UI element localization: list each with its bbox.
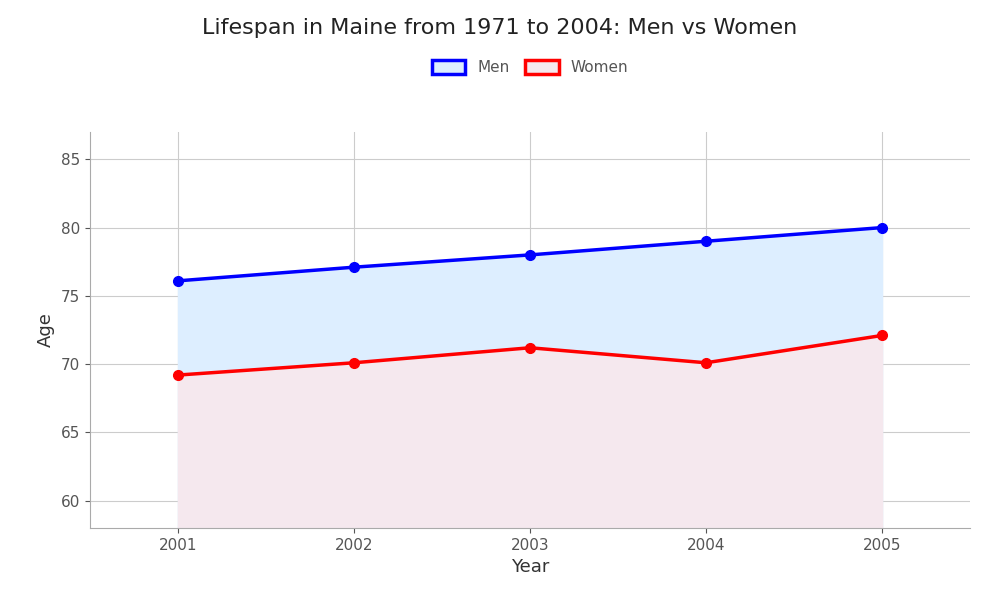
Y-axis label: Age: Age	[37, 313, 55, 347]
Legend: Men, Women: Men, Women	[424, 53, 636, 83]
Text: Lifespan in Maine from 1971 to 2004: Men vs Women: Lifespan in Maine from 1971 to 2004: Men…	[202, 18, 798, 38]
X-axis label: Year: Year	[511, 558, 549, 576]
